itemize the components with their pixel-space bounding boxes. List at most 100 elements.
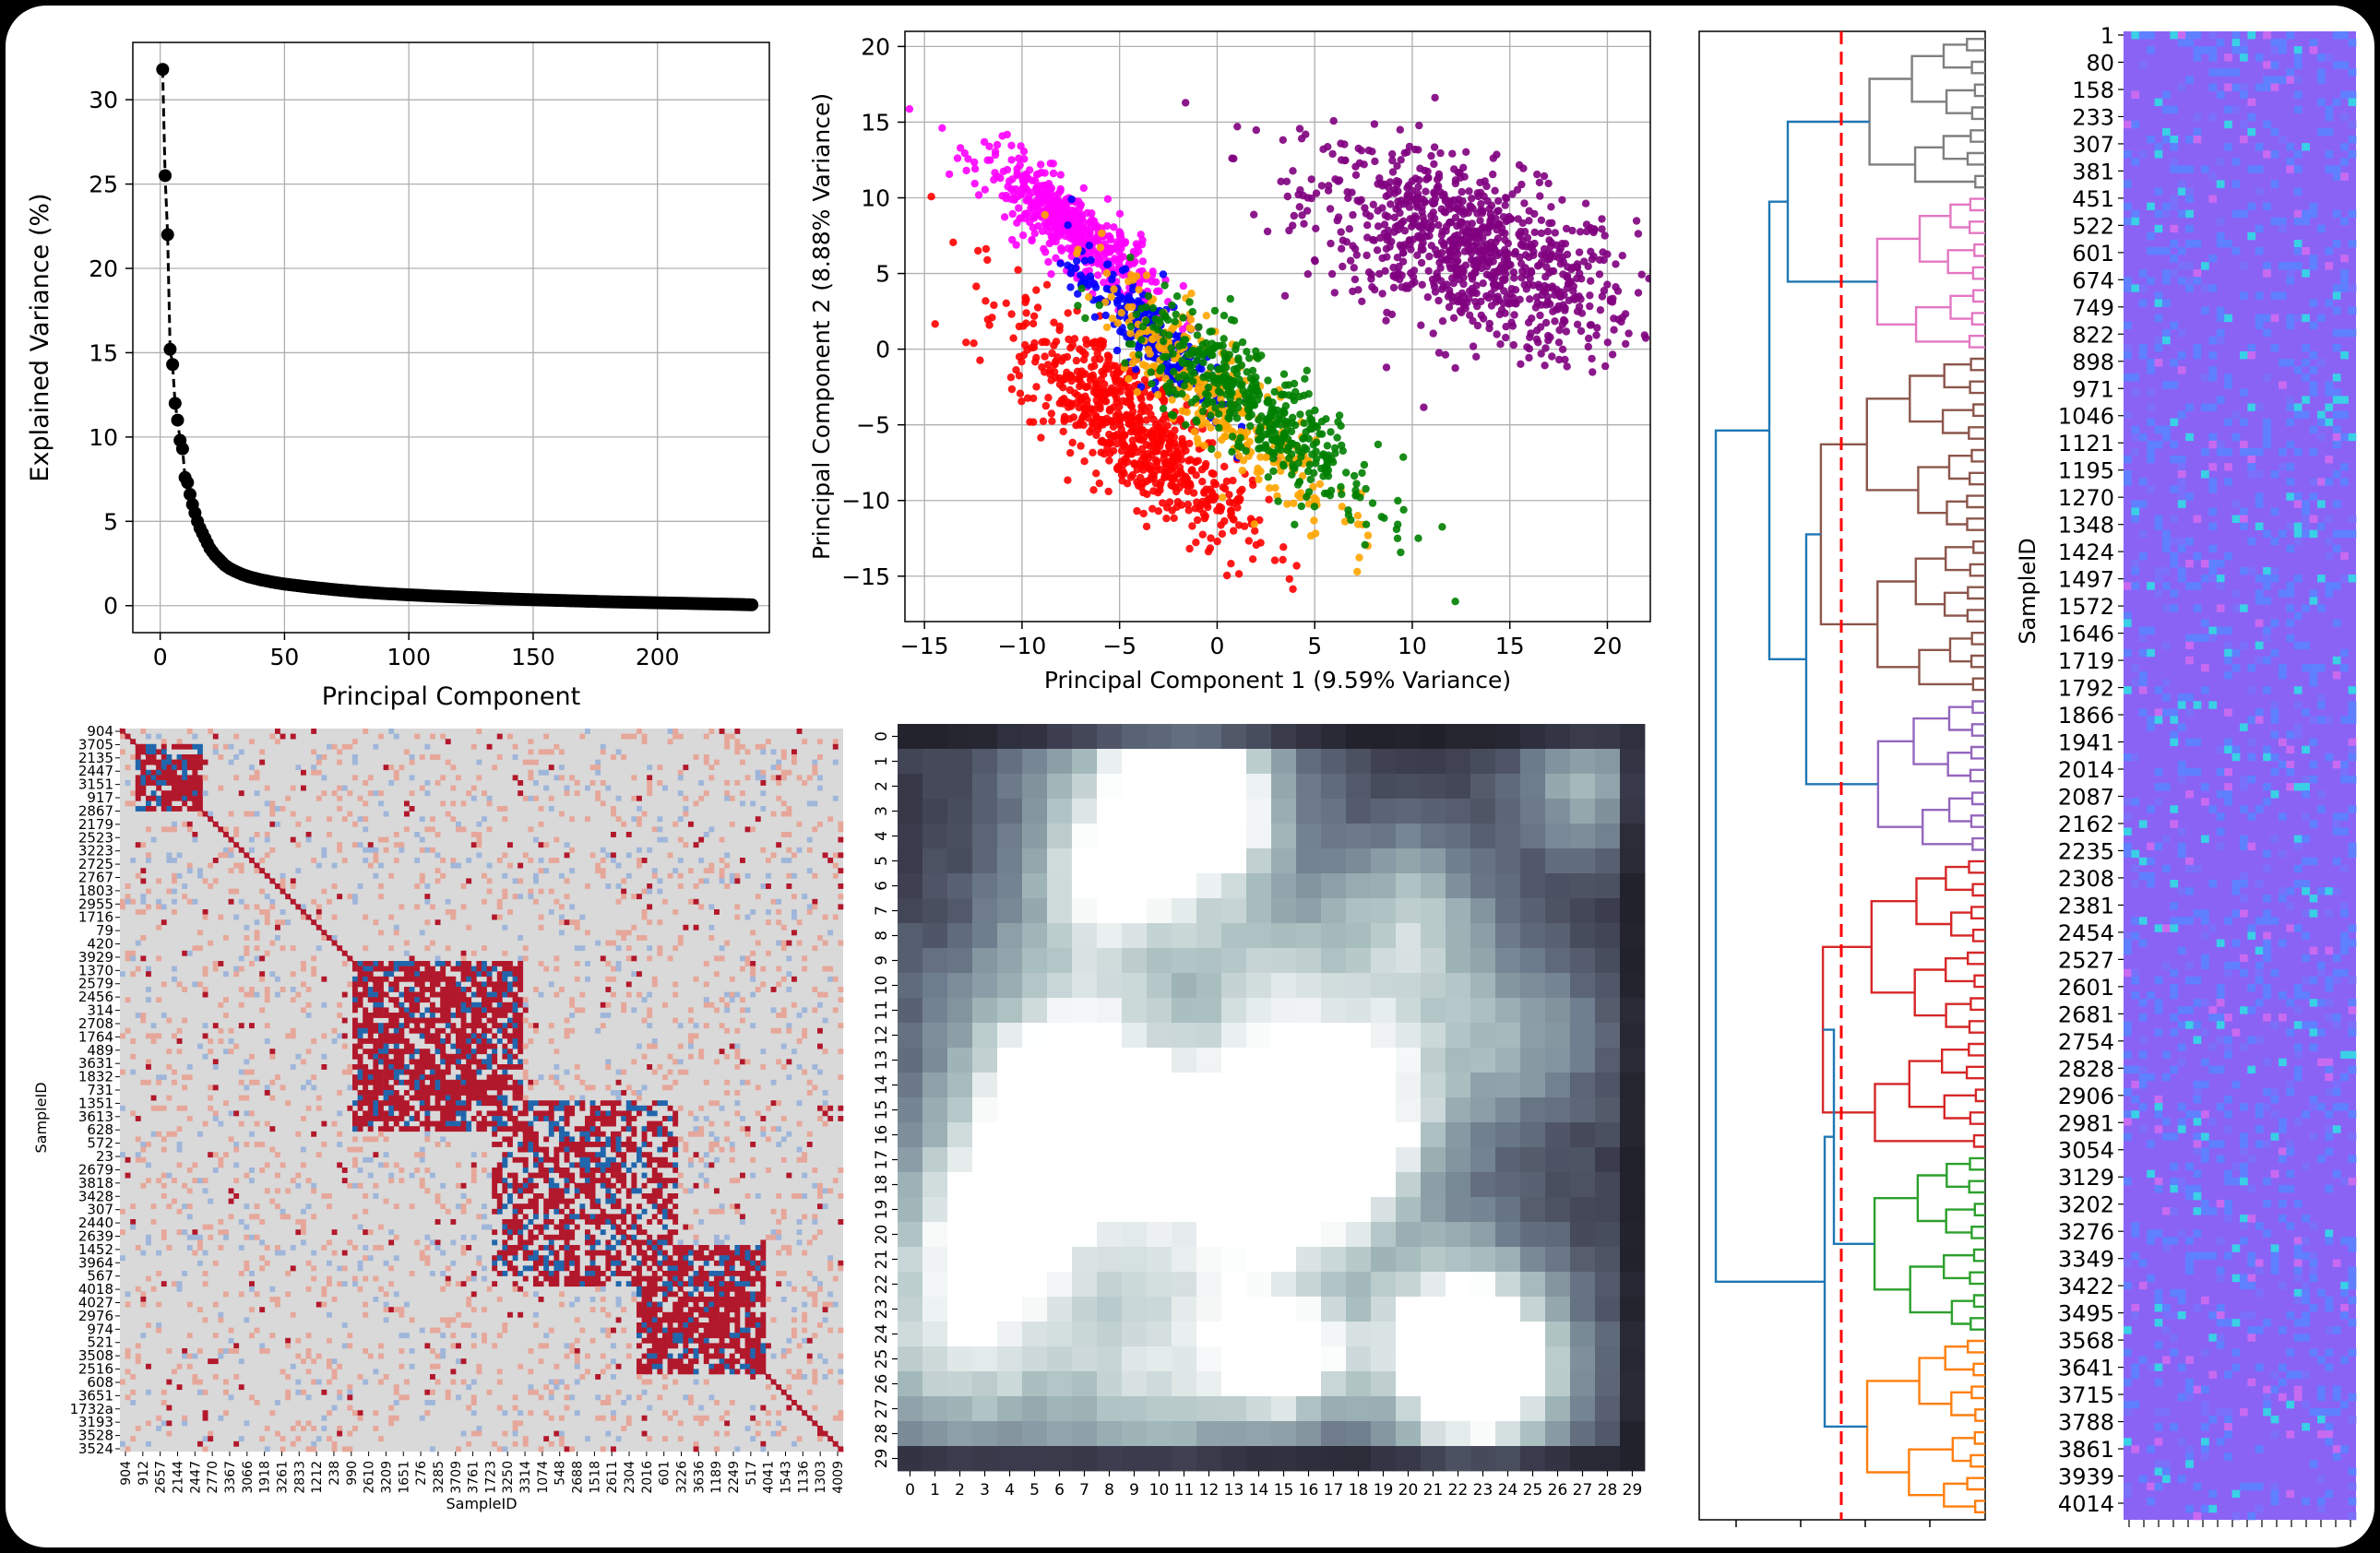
pca-point xyxy=(1207,363,1215,372)
pca-point xyxy=(1188,307,1197,316)
corr-cell xyxy=(419,976,425,982)
corr-cell xyxy=(460,883,467,889)
pca-point xyxy=(1470,288,1478,297)
corr-cell xyxy=(424,945,431,952)
corr-cell xyxy=(486,976,493,982)
pca-point xyxy=(1526,295,1534,303)
pca-point xyxy=(1137,336,1146,344)
pca-point xyxy=(1149,415,1158,424)
corr-cell xyxy=(430,816,435,823)
corr-cell xyxy=(166,826,173,833)
corr-cell xyxy=(615,883,622,889)
corr-cell xyxy=(585,961,590,966)
corr-cell xyxy=(466,976,472,982)
corr-cell xyxy=(470,785,477,791)
corr-cell xyxy=(466,997,472,1003)
pca-point xyxy=(1269,467,1278,476)
pca-point xyxy=(1519,164,1528,172)
corr-cell xyxy=(641,858,648,863)
pca-point xyxy=(1021,293,1029,302)
corr-cell xyxy=(595,795,601,801)
corr-cell xyxy=(470,842,477,848)
pca-point xyxy=(1311,406,1319,415)
corr-cell xyxy=(341,785,348,791)
corr-cell xyxy=(399,765,405,771)
corr-cell xyxy=(631,955,637,962)
pca-point xyxy=(1397,156,1405,164)
pca-point xyxy=(1136,473,1145,482)
pca-point xyxy=(1525,207,1533,215)
pca-point xyxy=(1202,485,1210,493)
pca-point xyxy=(1208,339,1217,348)
pca-point xyxy=(1502,195,1511,203)
corr-cell xyxy=(559,919,565,926)
corr-cell xyxy=(672,733,679,740)
corr-cell xyxy=(275,739,280,745)
pca-point xyxy=(1181,336,1190,344)
pca-point xyxy=(1660,297,1668,304)
pca-point xyxy=(1562,224,1571,233)
corr-cell xyxy=(579,733,586,740)
pca-point xyxy=(990,301,998,310)
corr-cell xyxy=(760,966,767,972)
corr-cell xyxy=(135,872,141,879)
corr-cell xyxy=(430,987,435,992)
corr-cell xyxy=(130,754,137,760)
pca-point xyxy=(1056,171,1065,179)
pca-point xyxy=(1178,434,1186,444)
corr-cell xyxy=(430,754,435,760)
corr-cell xyxy=(150,790,157,797)
corr-cell xyxy=(176,806,183,812)
corr-cell xyxy=(135,795,141,801)
pca-point xyxy=(1101,311,1110,320)
corr-cell xyxy=(538,914,544,920)
pca-point xyxy=(1042,280,1052,289)
corr-cell xyxy=(172,806,177,812)
pca-point xyxy=(970,339,978,348)
corr-cell xyxy=(832,862,839,869)
pca-point xyxy=(1156,366,1164,375)
pca-point xyxy=(1019,176,1028,185)
pca-point xyxy=(1406,196,1414,206)
corr-cell xyxy=(460,966,467,972)
corr-cell xyxy=(512,1013,518,1018)
corr-cell xyxy=(456,961,461,966)
pca-point xyxy=(1279,543,1288,551)
corr-cell xyxy=(740,790,745,797)
corr-cell xyxy=(456,775,461,781)
pca-point xyxy=(1306,475,1315,484)
pca-point xyxy=(1451,179,1460,188)
pca-point xyxy=(1250,210,1258,219)
corr-cell xyxy=(677,872,684,879)
corr-cell xyxy=(419,961,425,966)
scree-tick-label-y: 30 xyxy=(89,87,118,113)
corr-cell xyxy=(802,955,808,962)
corr-cell xyxy=(223,852,229,859)
corr-cell xyxy=(553,836,560,843)
corr-cell xyxy=(295,842,302,848)
corr-cell xyxy=(750,991,756,998)
corr-cell xyxy=(714,759,720,765)
corr-cell xyxy=(615,795,622,801)
corr-cell xyxy=(367,775,374,781)
corr-cell xyxy=(156,997,162,1003)
pca-point xyxy=(1186,456,1195,464)
corr-cell xyxy=(254,775,260,781)
corr-cell xyxy=(414,981,421,988)
corr-cell xyxy=(445,759,451,765)
pca-tick-label-x: 15 xyxy=(1495,633,1525,659)
corr-cell xyxy=(125,950,131,956)
corr-cell xyxy=(631,1007,637,1014)
corr-cell xyxy=(233,971,240,978)
corr-cell xyxy=(212,878,219,884)
pca-point xyxy=(1374,207,1382,215)
corr-cell xyxy=(290,971,296,978)
pca-point xyxy=(1466,202,1474,210)
corr-cell xyxy=(460,971,467,978)
corr-cell xyxy=(672,991,679,998)
pca-point xyxy=(1504,250,1513,258)
pca-point xyxy=(1201,400,1209,409)
pca-point xyxy=(1423,167,1432,176)
corr-cell xyxy=(352,842,358,848)
pca-point xyxy=(1448,149,1457,158)
